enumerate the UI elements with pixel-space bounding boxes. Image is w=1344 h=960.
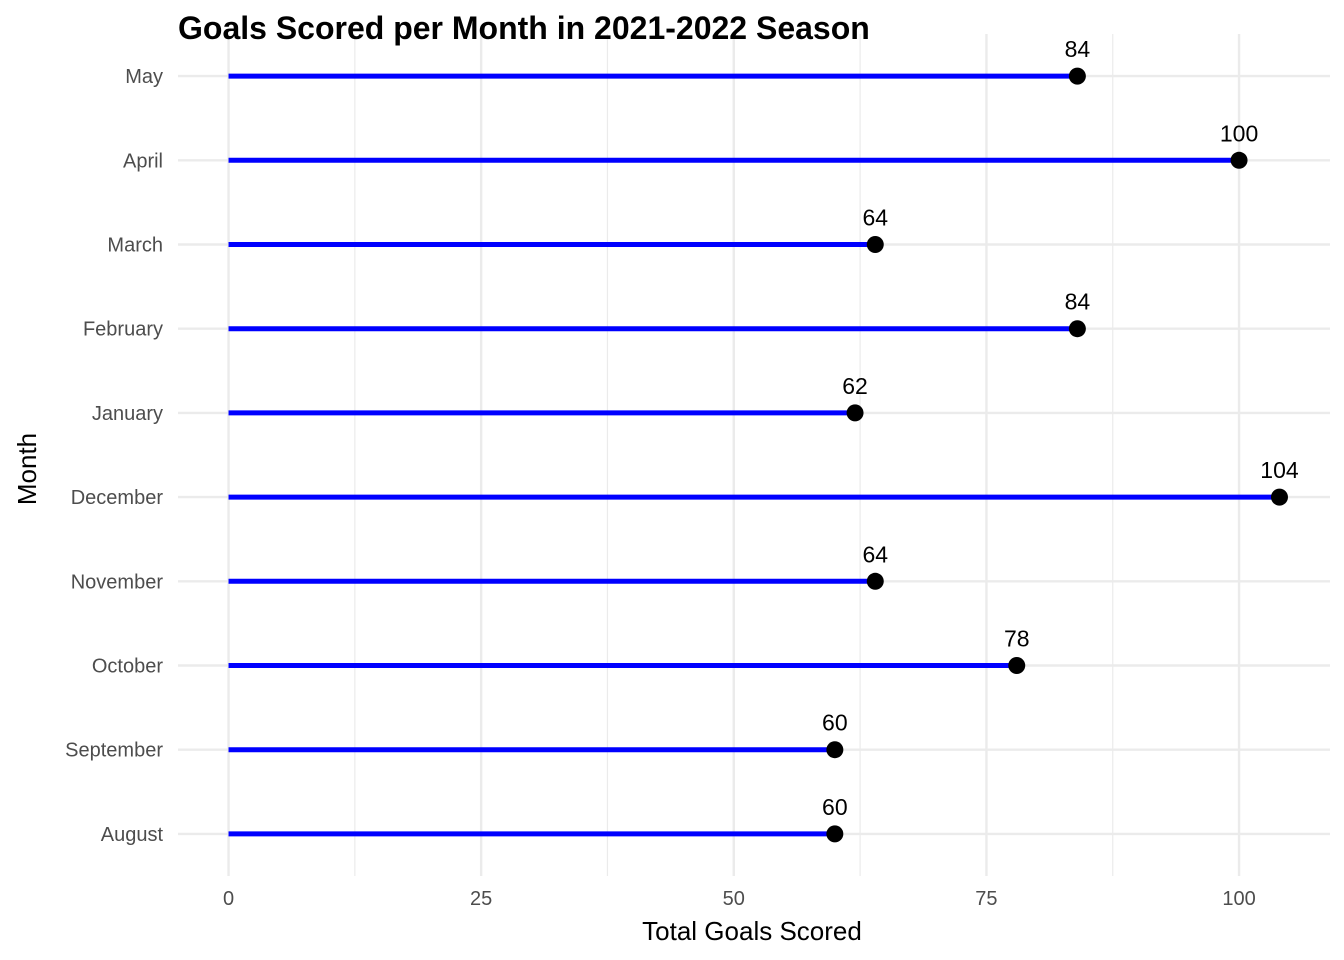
y-axis-title: Month xyxy=(12,433,42,505)
y-tick-label-august: August xyxy=(101,824,164,846)
y-tick-label-september: September xyxy=(65,740,163,762)
point-march xyxy=(866,236,884,253)
x-tick-label: 100 xyxy=(1222,888,1255,910)
y-tick-label-october: October xyxy=(92,656,163,678)
y-tick-label-february: February xyxy=(83,319,163,341)
point-february xyxy=(1068,320,1086,338)
lollipop-points xyxy=(826,67,1288,843)
data-label-may: 84 xyxy=(1065,36,1091,62)
y-tick-label-january: January xyxy=(92,403,163,425)
x-tick-label: 75 xyxy=(975,888,997,910)
point-november xyxy=(866,572,884,590)
point-may xyxy=(1068,67,1086,85)
x-tick-label: 0 xyxy=(223,888,234,910)
y-axis-tick-labels: August September October November December Ja… xyxy=(65,66,163,846)
y-tick-label-april: April xyxy=(123,150,163,172)
data-label-march: 64 xyxy=(862,205,888,231)
point-august xyxy=(826,825,844,843)
data-label-december: 104 xyxy=(1260,457,1299,483)
data-label-january: 62 xyxy=(842,373,868,399)
x-axis-title: Total Goals Scored xyxy=(642,916,862,946)
minor-gridlines xyxy=(354,34,1114,876)
data-label-february: 84 xyxy=(1065,289,1091,315)
data-label-september: 60 xyxy=(822,710,848,736)
x-axis-tick-labels: 0 25 50 75 100 xyxy=(223,888,1256,910)
data-label-november: 64 xyxy=(862,541,888,567)
point-april xyxy=(1230,151,1248,169)
data-label-august: 60 xyxy=(822,794,848,820)
x-tick-label: 25 xyxy=(470,888,492,910)
point-september xyxy=(826,741,844,759)
lollipop-stems xyxy=(228,73,1280,837)
data-label-october: 78 xyxy=(1004,626,1030,652)
chart-title: Goals Scored per Month in 2021-2022 Seas… xyxy=(178,10,870,46)
y-tick-label-december: December xyxy=(71,487,164,509)
y-tick-label-november: November xyxy=(71,571,164,593)
point-october xyxy=(1008,657,1026,674)
x-tick-label: 50 xyxy=(723,888,745,910)
data-label-april: 100 xyxy=(1220,120,1258,146)
y-tick-label-may: May xyxy=(125,66,163,88)
y-tick-label-march: March xyxy=(107,235,163,257)
point-january xyxy=(846,404,864,422)
point-december xyxy=(1270,488,1288,506)
data-labels: 60 60 78 64 104 62 84 64 100 84 xyxy=(822,36,1299,820)
